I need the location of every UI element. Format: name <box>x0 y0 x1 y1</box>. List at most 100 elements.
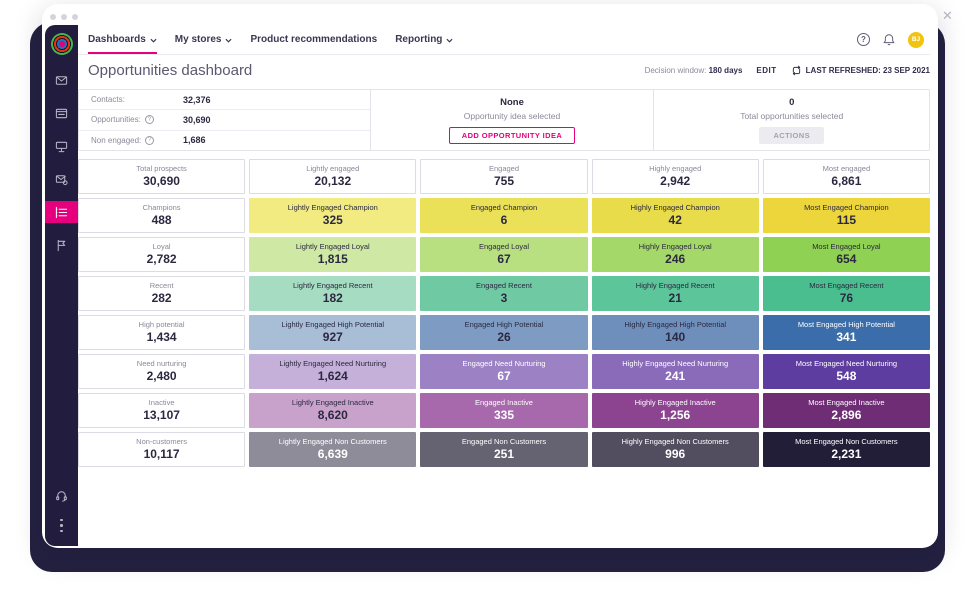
matrix-cell-engaged-need-nurturing[interactable]: Engaged Need Nurturing 67 <box>420 354 588 389</box>
window-dot <box>50 14 56 20</box>
actions-button[interactable]: ACTIONS <box>759 126 824 144</box>
matrix-cell-lightly-engaged-recent[interactable]: Lightly Engaged Recent 182 <box>249 276 417 311</box>
window-controls <box>50 14 78 20</box>
sidebar-item-pages[interactable] <box>45 102 78 124</box>
matrix-cell-highly-engaged-loyal[interactable]: Highly Engaged Loyal 246 <box>591 237 759 272</box>
sidebar-item-banners[interactable] <box>45 135 78 157</box>
cell-label: Lightly Engaged Champion <box>287 202 378 212</box>
header-cell-highly-engaged[interactable]: Highly engaged 2,942 <box>591 159 759 194</box>
cell-value: 10,117 <box>143 447 180 462</box>
matrix-cell-highly-engaged-recent[interactable]: Highly Engaged Recent 21 <box>591 276 759 311</box>
close-icon[interactable]: ✕ <box>942 8 953 23</box>
matrix-cell-most-engaged-non-customers[interactable]: Most Engaged Non Customers 2,231 <box>762 432 930 467</box>
cell-value: 1,256 <box>660 408 691 423</box>
stat-value: 30,690 <box>183 114 211 125</box>
add-opportunity-idea-button[interactable]: ADD OPPORTUNITY IDEA <box>448 126 576 144</box>
nav-item-reporting[interactable]: Reporting <box>395 25 453 54</box>
matrix-cell-highly-engaged-high-potential[interactable]: Highly Engaged High Potential 140 <box>591 315 759 350</box>
cell-value: 6 <box>500 213 508 228</box>
nav-item-label: Dashboards <box>88 34 146 45</box>
sidebar-item-recommendations[interactable] <box>45 201 78 223</box>
cell-label: Engaged Non Customers <box>461 436 547 446</box>
matrix-cell-engaged-high-potential[interactable]: Engaged High Potential 26 <box>420 315 588 350</box>
matrix-cell-engaged-recent[interactable]: Engaged Recent 3 <box>420 276 588 311</box>
header-cell-lightly-engaged[interactable]: Lightly engaged 20,132 <box>249 159 417 194</box>
cell-label: Highly Engaged Recent <box>635 280 715 290</box>
refresh-icon[interactable] <box>791 65 802 76</box>
selection-panel: 0 Total opportunities selected ACTIONS <box>654 90 929 150</box>
matrix-cell-lightly-engaged-high-potential[interactable]: Lightly Engaged High Potential 927 <box>249 315 417 350</box>
matrix-cell-lightly-engaged-champion[interactable]: Lightly Engaged Champion 325 <box>249 198 417 233</box>
help-icon[interactable]: ? <box>857 33 870 46</box>
avatar[interactable]: BJ <box>908 31 924 48</box>
matrix-cell-highly-engaged-champion[interactable]: Highly Engaged Champion 42 <box>591 198 759 233</box>
matrix-cell-engaged-champion[interactable]: Engaged Champion 6 <box>420 198 588 233</box>
matrix-cell-most-engaged-inactive[interactable]: Most Engaged Inactive 2,896 <box>762 393 930 428</box>
cell-label: Highly Engaged Inactive <box>634 397 716 407</box>
nav-item-label: My stores <box>174 34 222 45</box>
cell-value: 654 <box>836 252 857 267</box>
matrix-cell-most-engaged-high-potential[interactable]: Most Engaged High Potential 341 <box>762 315 930 350</box>
matrix-cell-lightly-engaged-loyal[interactable]: Lightly Engaged Loyal 1,815 <box>249 237 417 272</box>
browser-icon <box>55 108 68 118</box>
brand-logo[interactable] <box>50 33 73 55</box>
cell-value: 6,861 <box>831 174 862 189</box>
cell-label: Most Engaged Champion <box>804 202 889 212</box>
flag-icon <box>57 239 66 251</box>
cell-value: 76 <box>839 291 854 306</box>
help-icon[interactable]: ? <box>144 115 154 125</box>
segment-cell-loyal[interactable]: Loyal 2,782 <box>78 237 246 272</box>
cell-label: Recent <box>149 280 174 290</box>
matrix-cell-engaged-non-customers[interactable]: Engaged Non Customers 251 <box>420 432 588 467</box>
segment-cell-need-nurturing[interactable]: Need nurturing 2,480 <box>78 354 246 389</box>
nav-item-my-stores[interactable]: My stores <box>175 25 233 54</box>
nav-item-product-recommendations[interactable]: Product recommendations <box>250 25 377 54</box>
summary-stats: Contacts: 32,376 Opportunities:? 30,690 Non … <box>79 90 371 150</box>
decision-window-value: 180 days <box>708 65 743 75</box>
matrix-cell-engaged-loyal[interactable]: Engaged Loyal 67 <box>420 237 588 272</box>
kebab-menu-icon[interactable] <box>60 518 63 532</box>
cell-label: Loyal <box>152 241 171 251</box>
support-button[interactable] <box>55 489 68 507</box>
cell-label: Most engaged <box>822 163 871 173</box>
sidebar-item-mail-automation[interactable] <box>45 168 78 190</box>
segment-cell-high-potential[interactable]: High potential 1,434 <box>78 315 246 350</box>
header-cell-engaged[interactable]: Engaged 755 <box>420 159 588 194</box>
nav-item-dashboards[interactable]: Dashboards <box>88 25 157 54</box>
cell-value: 1,815 <box>317 252 348 267</box>
matrix-cell-most-engaged-recent[interactable]: Most Engaged Recent 76 <box>762 276 930 311</box>
header-cell-total-prospects[interactable]: Total prospects 30,690 <box>78 159 246 194</box>
cell-value: 115 <box>836 213 857 228</box>
cell-value: 140 <box>665 330 686 345</box>
matrix-cell-highly-engaged-non-customers[interactable]: Highly Engaged Non Customers 996 <box>591 432 759 467</box>
matrix-cell-most-engaged-loyal[interactable]: Most Engaged Loyal 654 <box>762 237 930 272</box>
segment-cell-champions[interactable]: Champions 488 <box>78 198 246 233</box>
cell-label: Lightly Engaged Non Customers <box>278 436 387 446</box>
matrix-cell-lightly-engaged-non-customers[interactable]: Lightly Engaged Non Customers 6,639 <box>249 432 417 467</box>
matrix-cell-most-engaged-champion[interactable]: Most Engaged Champion 115 <box>762 198 930 233</box>
opportunity-idea-caption: Opportunity idea selected <box>463 110 561 121</box>
bell-icon[interactable] <box>882 33 896 47</box>
stat-value: 1,686 <box>183 135 206 146</box>
matrix-cell-highly-engaged-inactive[interactable]: Highly Engaged Inactive 1,256 <box>591 393 759 428</box>
matrix-cell-lightly-engaged-inactive[interactable]: Lightly Engaged Inactive 8,620 <box>249 393 417 428</box>
sidebar-item-email[interactable] <box>45 69 78 91</box>
sidebar-item-campaigns[interactable] <box>45 234 78 256</box>
cell-value: 1,624 <box>317 369 348 384</box>
cell-label: Engaged Champion <box>470 202 538 212</box>
help-icon[interactable]: ? <box>145 135 155 145</box>
header-cell-most-engaged[interactable]: Most engaged 6,861 <box>762 159 930 194</box>
cell-label: Non-customers <box>136 436 188 446</box>
matrix-cell-engaged-inactive[interactable]: Engaged Inactive 335 <box>420 393 588 428</box>
matrix-cell-highly-engaged-need-nurturing[interactable]: Highly Engaged Need Nurturing 241 <box>591 354 759 389</box>
cell-value: 182 <box>322 291 343 306</box>
segment-cell-non-customers[interactable]: Non-customers 10,117 <box>78 432 246 467</box>
edit-button[interactable]: EDIT <box>756 65 777 75</box>
cell-label: Engaged Loyal <box>478 241 530 251</box>
matrix-cell-most-engaged-need-nurturing[interactable]: Most Engaged Need Nurturing 548 <box>762 354 930 389</box>
segment-cell-inactive[interactable]: Inactive 13,107 <box>78 393 246 428</box>
segment-cell-recent[interactable]: Recent 282 <box>78 276 246 311</box>
cell-label: Total prospects <box>136 163 187 173</box>
matrix-cell-lightly-engaged-need-nurturing[interactable]: Lightly Engaged Need Nurturing 1,624 <box>249 354 417 389</box>
